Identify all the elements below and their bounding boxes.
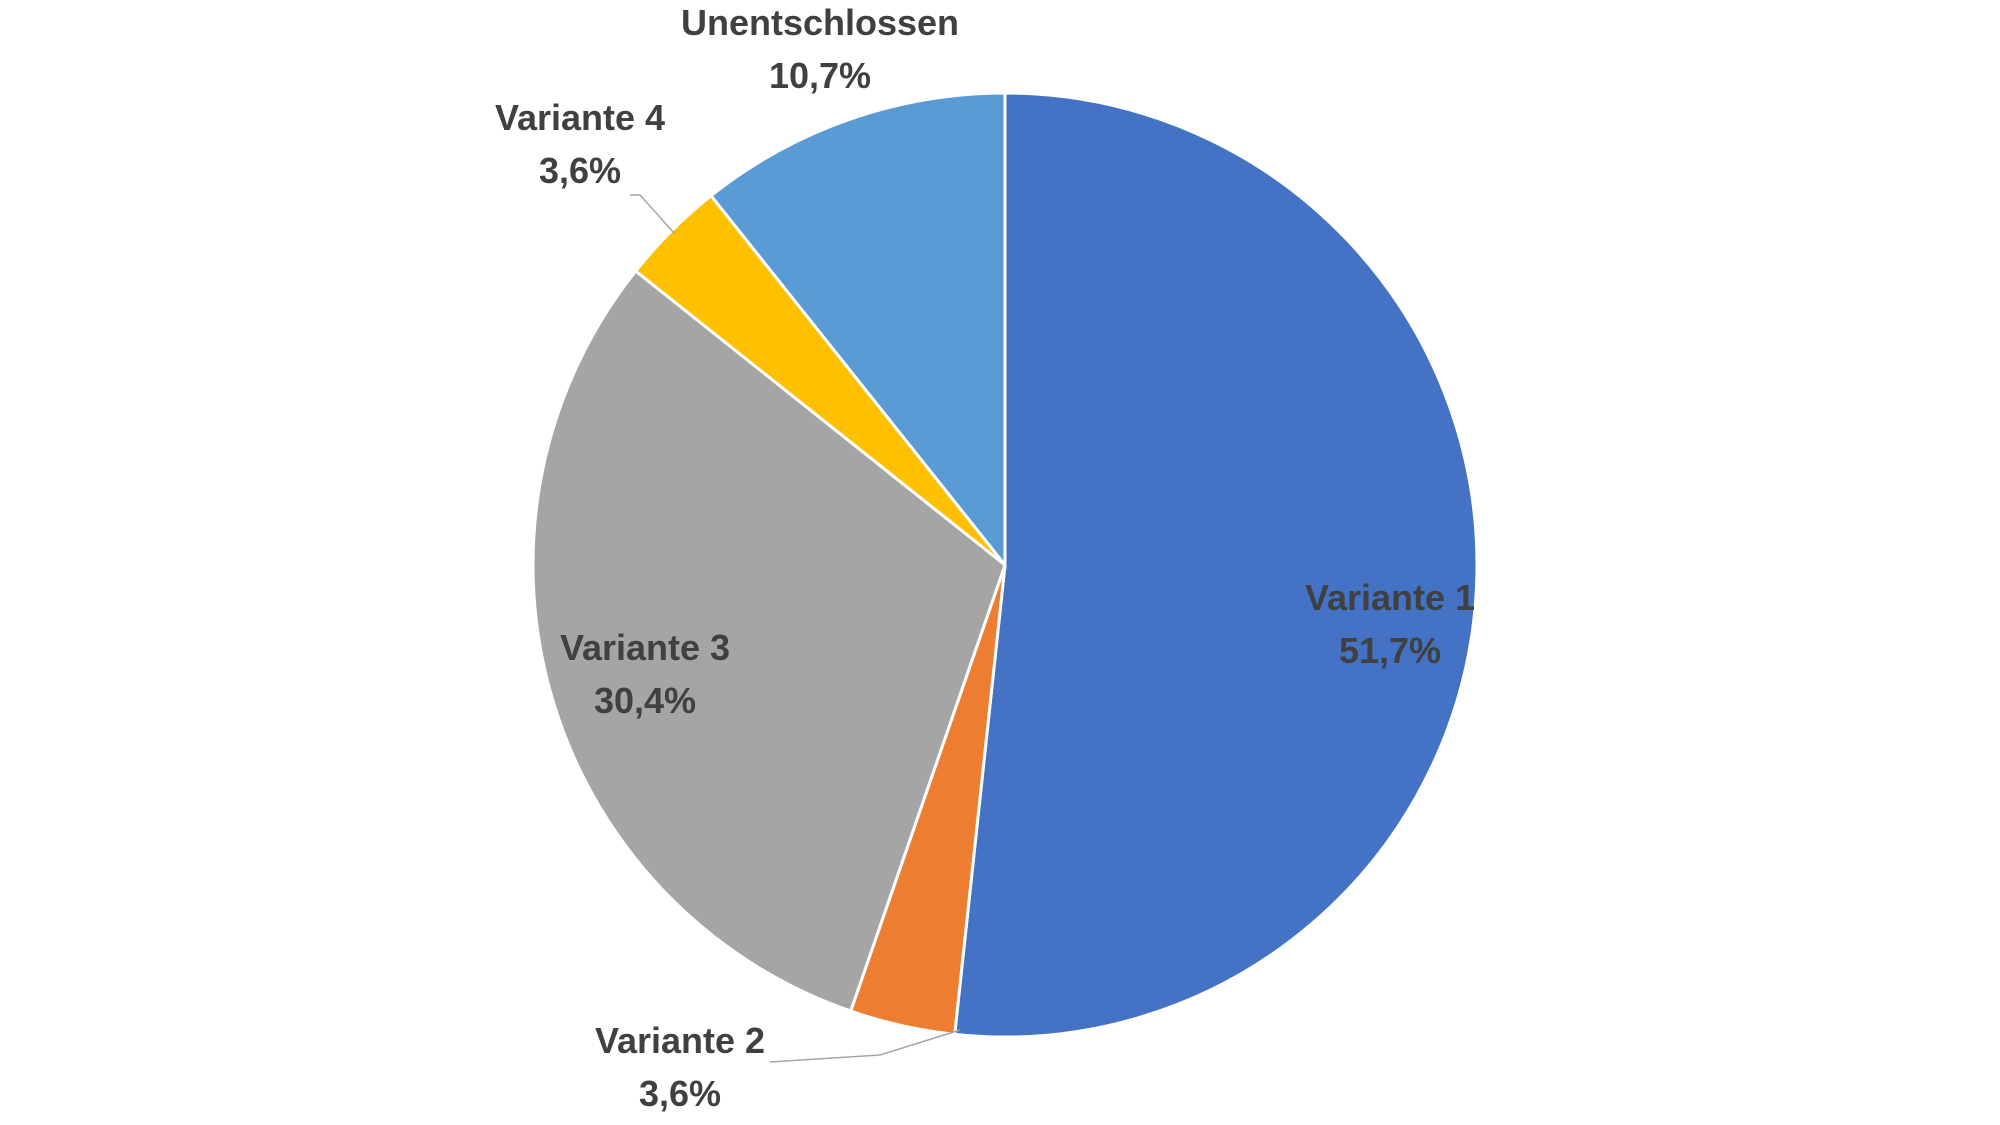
data-label-name-variante-3: Variante 3 <box>560 627 730 668</box>
data-label-name-variante-4: Variante 4 <box>495 97 665 138</box>
data-label-value-variante-4: 3,6% <box>539 150 621 191</box>
data-label-value-variante-3: 30,4% <box>594 680 696 721</box>
pie-slice-variante-3 <box>531 268 1007 1013</box>
leader-lines <box>630 194 961 1063</box>
pie-slice-variante-1 <box>953 91 1479 1039</box>
leader-line-variante-4 <box>630 194 676 235</box>
pie-slices <box>531 91 1479 1039</box>
pie-slice-unentschlossen <box>708 91 1007 570</box>
data-label-value-variante-2: 3,6% <box>639 1073 721 1114</box>
data-label-value-variante-1: 51,7% <box>1339 630 1441 671</box>
data-label-name-unentschlossen: Unentschlossen <box>681 2 959 43</box>
data-label-value-unentschlossen: 10,7% <box>769 55 871 96</box>
data-label-name-variante-1: Variante 1 <box>1305 577 1475 618</box>
data-label-name-variante-2: Variante 2 <box>595 1020 765 1061</box>
data-labels: Variante 1 51,7% Variante 2 3,6% Variante 3 3… <box>495 2 1475 1114</box>
leader-line-variante-2 <box>769 1029 961 1063</box>
